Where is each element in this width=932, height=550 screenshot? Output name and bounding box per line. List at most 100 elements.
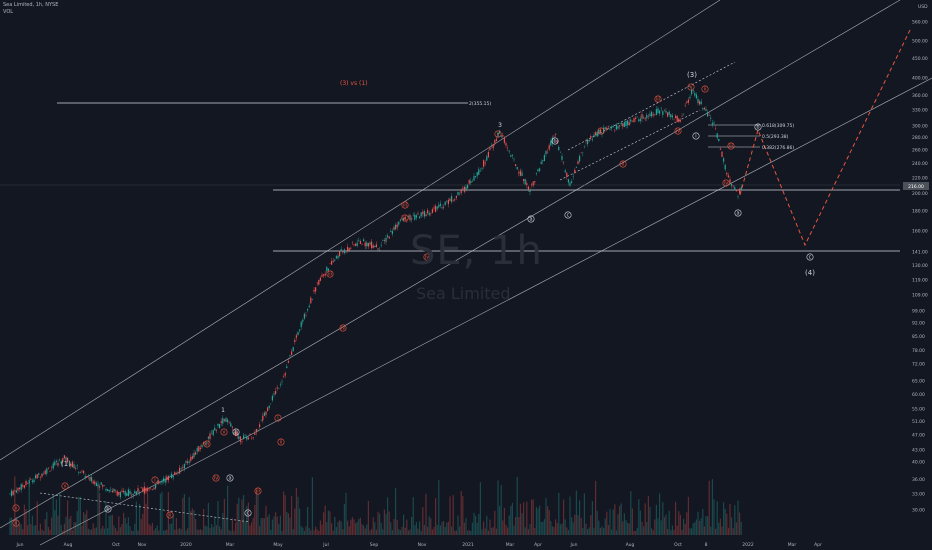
x-tick-label: Mar bbox=[788, 542, 797, 548]
volume-bar bbox=[654, 519, 656, 535]
x-tick-label: Nov bbox=[418, 542, 427, 548]
volume-bar bbox=[641, 521, 643, 535]
candle-body bbox=[484, 162, 486, 164]
y-tick-label: 240.00 bbox=[912, 161, 928, 167]
candle-body bbox=[620, 122, 622, 125]
volume-bar bbox=[507, 527, 509, 535]
wave-mark: b bbox=[104, 505, 112, 513]
candle-body bbox=[407, 216, 409, 218]
volume-bar bbox=[425, 493, 427, 535]
candle-body bbox=[220, 421, 222, 423]
volume-bar bbox=[740, 521, 742, 535]
volume-bar bbox=[617, 514, 619, 535]
volume-bar bbox=[111, 515, 113, 535]
volume-bar bbox=[377, 511, 379, 535]
volume-bar bbox=[684, 523, 686, 535]
x-tick-label: Aug bbox=[64, 542, 73, 548]
volume-bar bbox=[571, 517, 573, 535]
volume-bar bbox=[265, 505, 267, 535]
wave-mark: i bbox=[151, 476, 159, 484]
candle-body bbox=[172, 476, 174, 478]
volume-bar bbox=[131, 530, 133, 535]
volume-bar bbox=[182, 497, 184, 535]
volume-bar bbox=[67, 500, 69, 535]
candle-body bbox=[359, 241, 361, 244]
y-tick-label: 141.00 bbox=[912, 249, 928, 255]
candle-body bbox=[403, 218, 405, 221]
y-tick-label: 450.00 bbox=[912, 56, 928, 62]
candle-body bbox=[595, 132, 597, 136]
svg-text:a: a bbox=[529, 217, 532, 223]
candle-body bbox=[231, 426, 233, 428]
y-tick-label: 119.00 bbox=[912, 278, 928, 284]
candle-body bbox=[511, 154, 513, 156]
candle-body bbox=[105, 488, 107, 491]
volume-bar bbox=[195, 518, 197, 535]
candle-body bbox=[196, 448, 198, 452]
volume-bar bbox=[321, 524, 323, 535]
candle-body bbox=[619, 125, 621, 127]
y-tick-label: 180.00 bbox=[912, 209, 928, 215]
y-tick-label: 99.00 bbox=[912, 308, 925, 314]
volume-bar bbox=[276, 516, 278, 535]
candle-body bbox=[132, 494, 134, 496]
candle-body bbox=[585, 140, 587, 142]
wave-mark: iv bbox=[423, 253, 431, 261]
volume-bar bbox=[435, 498, 437, 535]
candle-body bbox=[590, 136, 592, 138]
candle-body bbox=[435, 205, 437, 212]
wave-mark: i bbox=[597, 127, 605, 135]
candle-body bbox=[739, 188, 741, 194]
candle-body bbox=[22, 485, 24, 487]
volume-bar bbox=[732, 528, 734, 535]
candle-body bbox=[721, 151, 723, 157]
volume-bar bbox=[46, 512, 48, 535]
candle-body bbox=[654, 114, 656, 116]
candle-body bbox=[276, 387, 278, 389]
svg-text:iii: iii bbox=[256, 489, 260, 495]
candle-body bbox=[518, 172, 520, 174]
candle-body bbox=[19, 487, 21, 490]
candle-body bbox=[337, 255, 339, 259]
candle-body bbox=[121, 490, 123, 492]
candle-body bbox=[460, 190, 462, 193]
y-tick-label: 40.00 bbox=[912, 460, 925, 466]
candle-body bbox=[155, 485, 157, 489]
volume-bar bbox=[286, 511, 288, 535]
volume-bar bbox=[476, 522, 478, 535]
candle-body bbox=[292, 347, 294, 352]
candle-body bbox=[247, 437, 249, 440]
candle-body bbox=[235, 431, 237, 436]
volume-bar bbox=[315, 526, 317, 535]
volume-bar bbox=[142, 513, 144, 535]
candle-body bbox=[486, 156, 488, 161]
wave-mark: iv bbox=[339, 324, 347, 332]
candle-body bbox=[182, 467, 184, 469]
volume-bar bbox=[739, 512, 741, 535]
wave-3: 3 bbox=[498, 122, 502, 129]
symbol-title: Sea Limited, 1h, NYSE bbox=[3, 2, 59, 8]
volume-bar bbox=[54, 510, 56, 535]
volume-bar bbox=[81, 525, 83, 535]
volume-bar bbox=[548, 510, 550, 535]
candle-body bbox=[12, 491, 14, 495]
volume-bar bbox=[707, 516, 709, 535]
candle-body bbox=[36, 474, 38, 479]
wave-1-paren: (1) bbox=[61, 460, 71, 468]
candle-body bbox=[302, 319, 304, 322]
candle-body bbox=[420, 212, 422, 217]
volume-bar bbox=[300, 526, 302, 535]
candle-body bbox=[166, 476, 168, 481]
volume-bar bbox=[134, 523, 136, 535]
candle-body bbox=[558, 146, 560, 150]
candle-body bbox=[89, 477, 91, 481]
volume-bar bbox=[697, 511, 699, 535]
volume-bar bbox=[379, 513, 381, 535]
volume-bar bbox=[31, 515, 33, 535]
volume-bar bbox=[639, 510, 641, 535]
candle-body bbox=[257, 430, 259, 432]
x-tick-label: Nov bbox=[138, 542, 147, 548]
volume-bar bbox=[667, 528, 669, 535]
volume-bar bbox=[467, 530, 469, 535]
